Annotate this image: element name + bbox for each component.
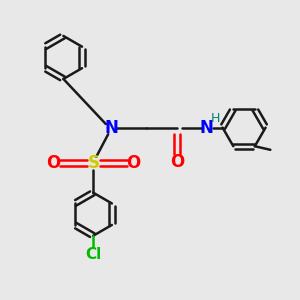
- Text: N: N: [200, 118, 214, 136]
- Text: O: O: [46, 154, 60, 172]
- Text: O: O: [127, 154, 141, 172]
- Text: N: N: [104, 118, 118, 136]
- Text: H: H: [210, 112, 220, 125]
- Text: S: S: [87, 154, 99, 172]
- Text: O: O: [170, 153, 184, 171]
- Text: Cl: Cl: [85, 247, 101, 262]
